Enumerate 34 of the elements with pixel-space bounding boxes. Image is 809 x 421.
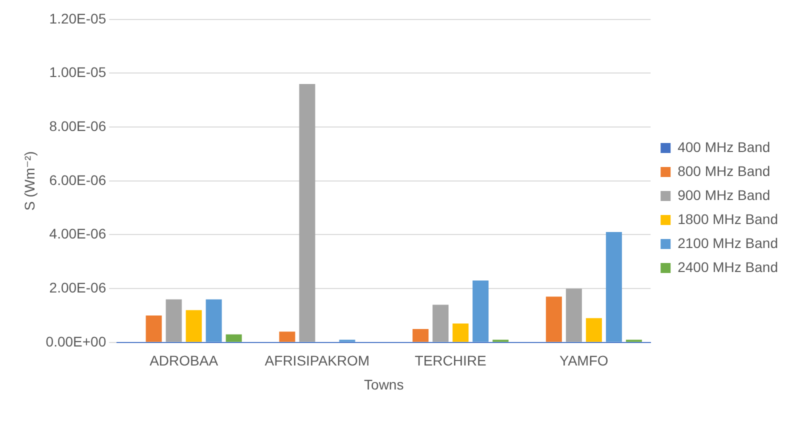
bar (146, 315, 162, 342)
x-tick-label: YAMFO (560, 352, 608, 369)
y-tick-label: 0.00E+00 (46, 333, 106, 350)
y-tick-label: 4.00E-06 (49, 226, 106, 242)
legend-label: 900 MHz Band (678, 186, 770, 203)
x-tick-label: AFRISIPAKROM (264, 352, 370, 369)
bar (186, 310, 202, 342)
legend-label: 2400 MHz Band (678, 258, 778, 275)
y-axis-title: S (Wm⁻²) (21, 151, 38, 211)
legend-label: 2100 MHz Band (678, 234, 778, 251)
bar (279, 332, 296, 342)
x-tick-label: TERCHIRE (414, 352, 486, 369)
bar (546, 296, 562, 342)
bar (299, 84, 316, 342)
bar (452, 324, 469, 342)
bar (206, 299, 222, 342)
x-tick-label: ADROBAA (150, 352, 219, 369)
x-axis-title: Towns (364, 376, 404, 392)
y-tick-label: 1.20E-05 (49, 10, 106, 26)
legend-label: 800 MHz Band (678, 162, 770, 179)
bar (606, 232, 622, 342)
bar (226, 334, 242, 342)
bar (566, 288, 582, 342)
legend-label: 1800 MHz Band (678, 210, 778, 227)
bar (472, 280, 489, 342)
y-tick-label: 1.00E-05 (49, 64, 106, 80)
bar (586, 318, 602, 342)
y-tick-label: 8.00E-06 (49, 118, 106, 134)
bar (432, 304, 449, 342)
y-tick-label: 2.00E-06 (49, 279, 106, 296)
bar (412, 328, 429, 342)
legend-label: 400 MHz Band (678, 138, 770, 155)
bar (166, 299, 182, 342)
y-tick-label: 6.00E-06 (49, 172, 106, 188)
